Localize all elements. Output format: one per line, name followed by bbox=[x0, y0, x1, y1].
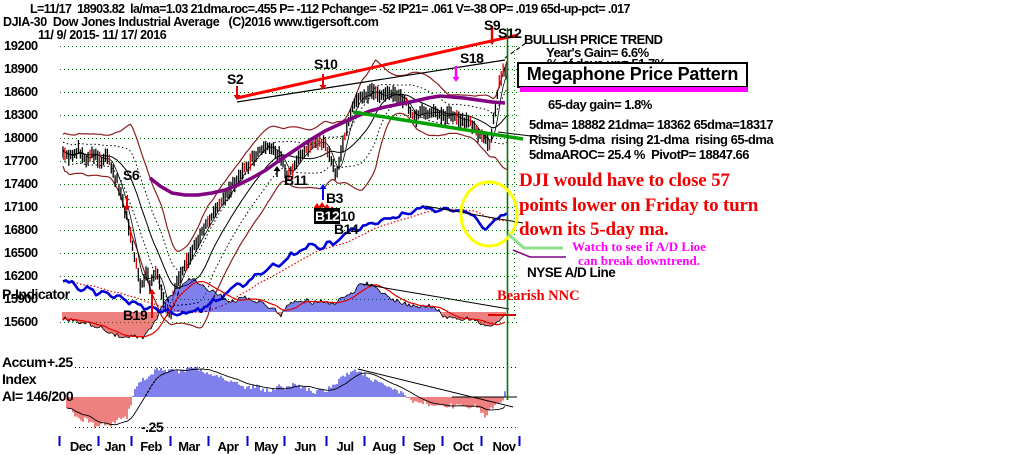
month-label: Aug bbox=[372, 439, 396, 454]
stats-line: L=11/17 18903.82 la/ma=1.03 21dma.roc=.4… bbox=[30, 2, 630, 16]
index-label: Index bbox=[2, 371, 37, 387]
accum-ma bbox=[66, 368, 506, 426]
y-axis-label: 18600 bbox=[4, 84, 38, 99]
red-arrowhead bbox=[148, 289, 156, 294]
red-arrowhead bbox=[233, 95, 241, 100]
signal-label-s9: S9 bbox=[484, 17, 501, 33]
month-label: Oct bbox=[452, 439, 474, 454]
inner-trendline bbox=[236, 59, 506, 103]
month-label: Dec bbox=[69, 439, 93, 454]
y-axis-label: 18900 bbox=[4, 61, 38, 76]
green-downtrend-line bbox=[352, 110, 524, 141]
y-axis-label: 16200 bbox=[4, 268, 38, 283]
date-range: 11/ 9/ 2015- 11/ 17/ 2016 bbox=[38, 28, 167, 42]
blue-arrowhead bbox=[319, 184, 327, 189]
y-axis-label: 19200 bbox=[4, 38, 38, 53]
month-label: Jan bbox=[104, 439, 126, 454]
plus25-label: +.25 bbox=[47, 354, 73, 370]
ma65-purple-line bbox=[148, 94, 506, 197]
watch-note-line1: Watch to see if A/D Lioe bbox=[572, 239, 706, 254]
red-arrowhead bbox=[318, 202, 326, 207]
y-axis-label: 15900 bbox=[4, 291, 38, 306]
lower-inner-band bbox=[62, 103, 508, 306]
y-axis-label: 16500 bbox=[4, 245, 38, 260]
ai-ratio-label: AI= 146/200 bbox=[2, 388, 74, 404]
signal-label-s6: S6 bbox=[123, 167, 140, 183]
p-indicator-ma bbox=[62, 281, 506, 338]
p-indicator-label: P-Indicator bbox=[2, 286, 70, 302]
signal-label-b14: B14 bbox=[334, 221, 359, 237]
analyst-note-line2: points lower on Friday to turn bbox=[519, 195, 759, 216]
signal-label-b11: B11 bbox=[284, 172, 308, 188]
y-axis-label: 17400 bbox=[4, 176, 38, 191]
accum-trendline bbox=[357, 368, 514, 408]
analyst-note-line1: DJI would have to close 57 bbox=[519, 170, 730, 191]
lower-band bbox=[62, 112, 508, 329]
pattern-underline bbox=[520, 87, 748, 92]
signal-label-b19: B19 bbox=[123, 307, 148, 323]
minus25-label: -.25 bbox=[141, 419, 164, 435]
signal-label-inverse: B12 bbox=[314, 208, 341, 224]
black-arrowhead bbox=[273, 166, 281, 171]
dma-direction: Rising 5-dma rising 21-dma rising 65-dma bbox=[529, 132, 774, 147]
megaphone-upper-trendline bbox=[236, 33, 519, 100]
pattern-box: Megaphone Price Pattern bbox=[517, 62, 748, 88]
month-label: Nov bbox=[492, 439, 516, 454]
y-axis-label: 18000 bbox=[4, 130, 38, 145]
month-label: Jul bbox=[336, 439, 354, 454]
signal-label-s18: S18 bbox=[460, 50, 484, 66]
symbol-title: DJIA-30 Dow Jones Industrial Average (C)… bbox=[3, 15, 379, 29]
dashed-trendline-extension bbox=[504, 42, 527, 59]
signal-label-s2: S2 bbox=[227, 71, 244, 87]
trend-status: BULLISH PRICE TREND bbox=[524, 32, 663, 47]
signal-label-b12: B1210 bbox=[314, 208, 355, 224]
red-arrowhead bbox=[323, 204, 331, 209]
y-axis-label: 16800 bbox=[4, 222, 38, 237]
bearish-nnc-label: Bearish NNC bbox=[497, 288, 580, 304]
signal-label-s10: S10 bbox=[314, 56, 338, 72]
upper-band bbox=[62, 59, 508, 252]
ad-line-label: NYSE A/D Line bbox=[527, 265, 616, 280]
y-axis-label: 17700 bbox=[4, 153, 38, 168]
signal-label-s12: S12 bbox=[498, 25, 522, 41]
ma5-line bbox=[62, 74, 508, 309]
signal-label-plain: 10 bbox=[340, 208, 355, 224]
month-label: Feb bbox=[140, 439, 162, 454]
watch-pointer-purple bbox=[512, 249, 566, 258]
highlight-ellipse bbox=[459, 180, 519, 248]
red-arrowhead bbox=[123, 206, 131, 211]
signal-label-b3: B3 bbox=[326, 190, 343, 206]
aroc-pivot: 5dmaAROC= 25.4 % PivotP= 18847.66 bbox=[529, 147, 750, 162]
month-label: Mar bbox=[178, 439, 200, 454]
gain-65d: 65-day gain= 1.8% bbox=[548, 97, 652, 112]
dma-values: 5dma= 18882 21dma= 18362 65dma=18317 bbox=[529, 117, 774, 132]
y-axis-label: 17100 bbox=[4, 199, 38, 214]
y-axis-label: 18300 bbox=[4, 107, 38, 122]
analyst-note-line3: down its 5-day ma. bbox=[519, 219, 669, 240]
nyse-ad-line bbox=[62, 205, 508, 317]
ad-downtrend-line bbox=[424, 205, 524, 224]
years-gain: Year's Gain= 6.6% bbox=[546, 45, 649, 60]
y-axis-label: 15600 bbox=[4, 314, 38, 329]
month-label: Apr bbox=[217, 439, 239, 454]
watch-note-line2: can break downtrend. bbox=[578, 253, 700, 268]
p-indicator-trendline bbox=[361, 283, 510, 310]
magenta-arrowhead bbox=[452, 77, 460, 82]
watch-pointer-green bbox=[507, 232, 563, 250]
red-arrowhead bbox=[488, 40, 496, 45]
month-label: Jun bbox=[294, 439, 316, 454]
accum-label: Accum bbox=[2, 354, 47, 370]
month-label: May bbox=[254, 439, 278, 454]
red-arrowhead bbox=[319, 85, 327, 90]
month-label: Sep bbox=[412, 439, 436, 454]
